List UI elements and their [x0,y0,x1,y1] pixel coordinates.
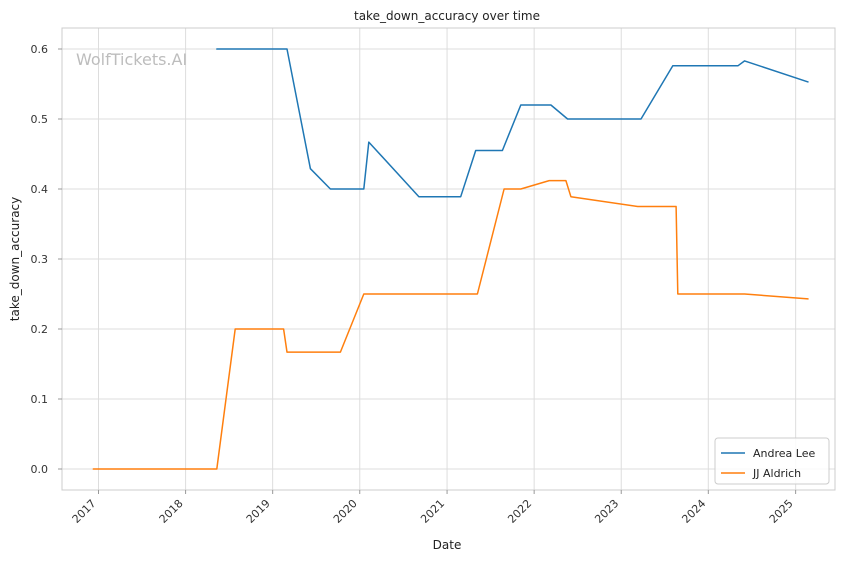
series-line-andrea-lee [216,48,809,198]
legend: Andrea Lee JJ Aldrich [714,437,830,485]
y-axis-ticks: 0.0 0.1 0.2 0.3 0.4 0.5 0.6 [31,43,62,476]
y-tick-label: 0.3 [31,253,49,266]
legend-label: JJ Aldrich [752,467,801,480]
y-tick-label: 0.2 [31,323,49,336]
legend-label: Andrea Lee [753,447,815,460]
x-axis-title: Date [433,538,462,552]
chart-title: take_down_accuracy over time [354,9,540,23]
grid-lines [62,28,835,490]
y-tick-label: 0.0 [31,463,49,476]
y-tick-label: 0.4 [31,183,49,196]
series-line-jj-aldrich [92,179,809,470]
y-tick-label: 0.6 [31,43,49,56]
y-tick-label: 0.5 [31,113,49,126]
legend-items: Andrea Lee JJ Aldrich [721,447,815,480]
y-tick-label: 0.1 [31,393,49,406]
y-axis-title: take_down_accuracy [8,197,22,321]
series-layer [92,48,809,470]
watermark: WolfTickets.AI [76,50,187,69]
